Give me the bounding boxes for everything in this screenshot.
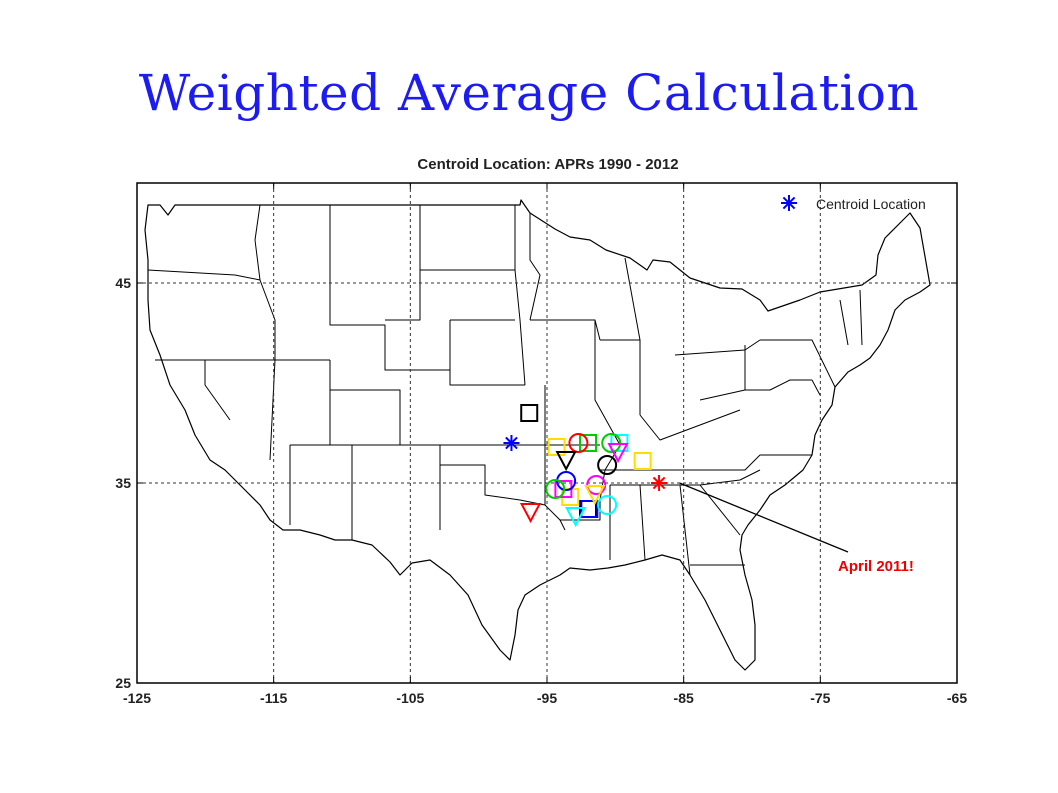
annotation-label: April 2011! [838,558,914,575]
y-tick-label: 45 [115,275,131,291]
legend-marker-asterisk [781,195,797,211]
x-tick-label: -105 [396,690,424,706]
us-basemap [144,199,931,671]
centroid-marker-triangle-down [607,443,629,464]
centroid-marker-circle [568,433,589,453]
centroid-marker-circle [597,455,618,475]
x-tick-label: -115 [260,690,287,706]
centroid-marker-circle [545,479,566,499]
chart-title: Centroid Location: APRs 1990 - 2012 [417,156,678,173]
centroid-marker-triangle-down [519,503,542,524]
centroid-marker-square [547,438,566,456]
state-borders [147,204,863,576]
centroid-markers [503,404,668,528]
centroid-marker-triangle-down [565,507,587,528]
centroid-marker-triangle-down [555,451,577,472]
legend-asterisk-icon [781,195,797,211]
centroid-marker-asterisk [651,475,668,491]
centroid-marker-square [633,452,652,470]
centroid-marker-square [579,434,597,452]
x-tick-label: -85 [674,690,694,706]
legend-label-centroid-location: Centroid Location [816,196,926,212]
legend: Centroid Location [781,195,926,212]
grid-lines [137,183,957,683]
x-tick-label: -125 [123,690,151,706]
x-tick-label: -65 [947,690,967,706]
x-tick-label: -95 [537,690,557,706]
y-tick-label: 25 [115,675,131,691]
axis-ticks: -125 -115 -105 -95 -85 -75 -65 25 35 45 [115,183,967,706]
centroid-marker-square [520,404,539,422]
y-tick-label: 35 [115,475,131,491]
centroid-marker-circle [597,495,618,515]
slide-title: Weighted Average Calculation [138,64,920,122]
centroid-marker-asterisk [503,435,520,451]
us-outline [144,199,931,671]
x-tick-label: -75 [810,690,830,706]
annotation-arrow [679,482,849,553]
centroid-marker-triangle-down [584,485,606,506]
